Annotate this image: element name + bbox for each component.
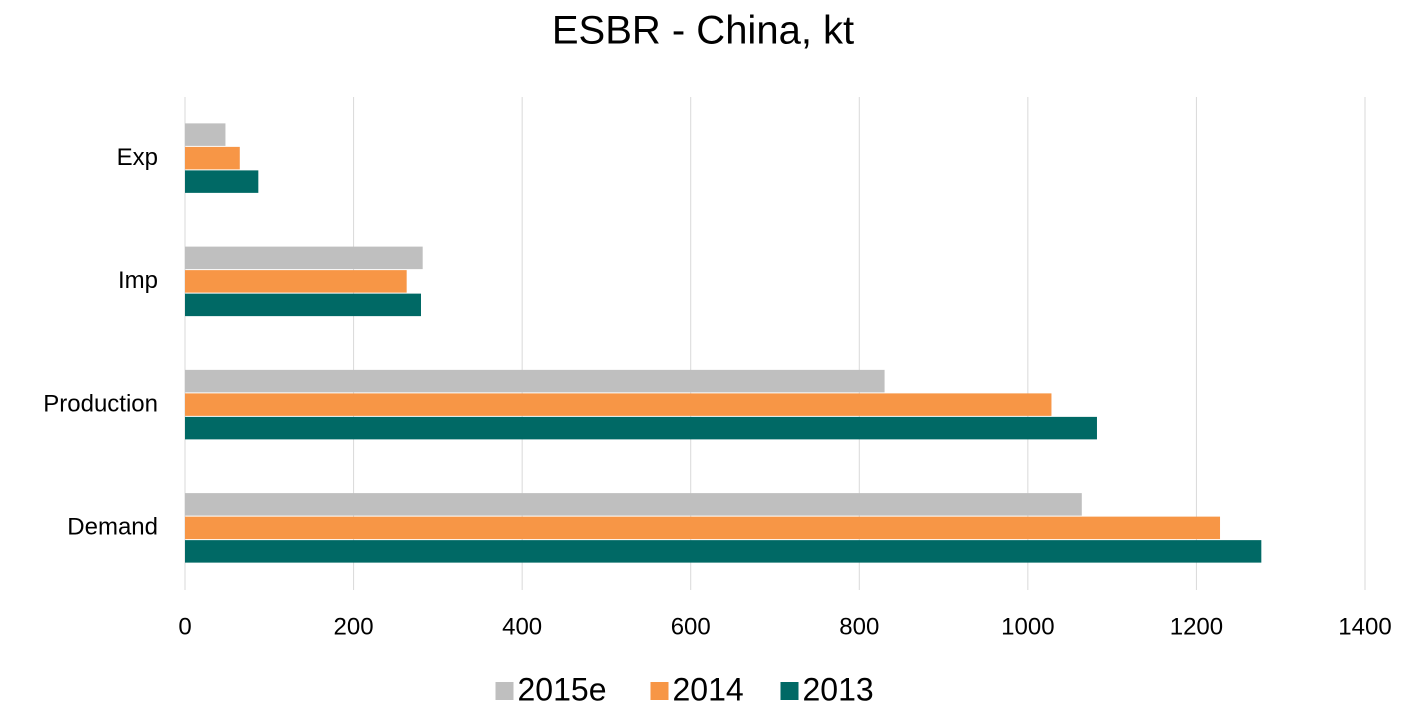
chart-title: ESBR - China, kt <box>552 9 854 53</box>
legend-swatch <box>495 682 514 700</box>
x-tick-label: 600 <box>671 613 711 640</box>
bar <box>185 270 407 293</box>
bar <box>185 293 421 317</box>
bar <box>185 246 423 270</box>
y-tick-label: Demand <box>67 514 158 541</box>
y-tick-label: Imp <box>118 267 158 294</box>
bar <box>185 493 1082 516</box>
bar <box>185 416 1097 440</box>
y-tick-label: Production <box>43 390 158 417</box>
x-tick-label: 800 <box>839 613 879 640</box>
legend-label: 2014 <box>673 671 744 707</box>
bar <box>185 170 259 193</box>
bar <box>185 146 240 170</box>
legend-label: 2013 <box>803 671 874 707</box>
legend-label: 2015e <box>518 671 607 707</box>
x-tick-label: 400 <box>502 613 542 640</box>
x-tick-label: 1000 <box>1001 613 1054 640</box>
legend-swatch <box>780 682 799 700</box>
legend-swatch <box>650 682 669 700</box>
bar <box>185 369 885 393</box>
y-tick-label: Exp <box>117 144 158 171</box>
x-tick-label: 200 <box>334 613 374 640</box>
bar <box>185 393 1052 416</box>
x-tick-label: 1400 <box>1338 613 1391 640</box>
bar <box>185 123 226 146</box>
bar <box>185 540 1262 563</box>
bar <box>185 516 1221 540</box>
x-tick-label: 0 <box>178 613 191 640</box>
x-tick-label: 1200 <box>1170 613 1223 640</box>
